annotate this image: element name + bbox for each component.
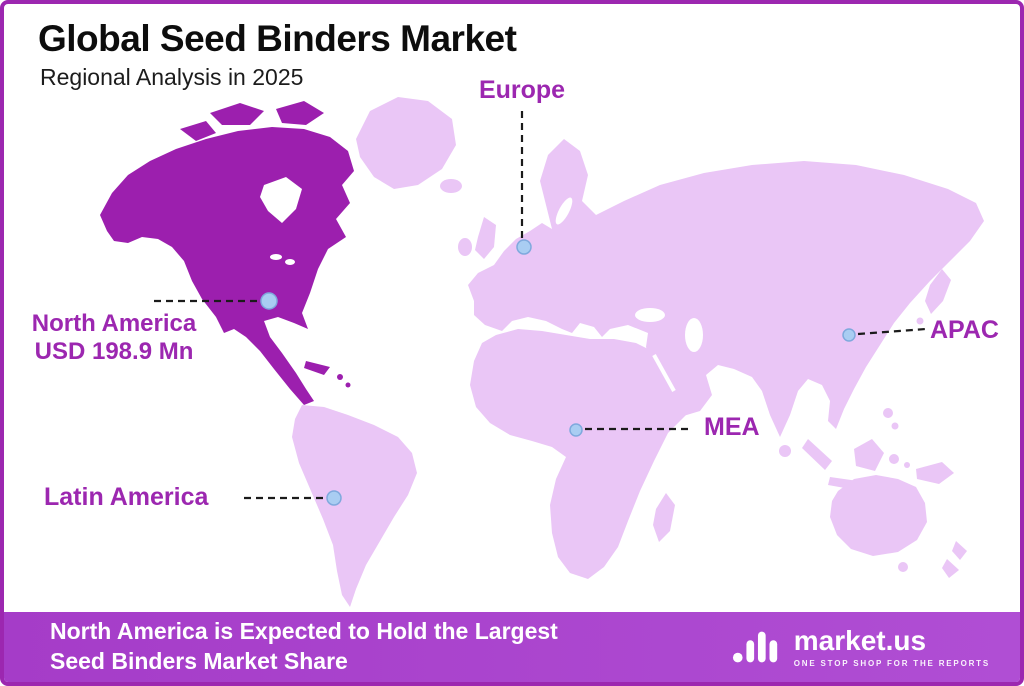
latin-america-label: Latin America (44, 483, 209, 511)
sri-lanka-shape (779, 445, 791, 457)
footer-message-line1: North America is Expected to Hold the La… (50, 618, 558, 645)
europe-marker (516, 239, 532, 255)
page-subtitle: Regional Analysis in 2025 (40, 64, 304, 90)
sumatra-shape (802, 439, 832, 470)
brand-name: market.us (793, 624, 927, 656)
black-sea-water (635, 308, 665, 322)
north-america-label: North America (31, 310, 197, 337)
europe-label: Europe (478, 76, 566, 104)
arctic-islands-shape (180, 101, 324, 141)
great-lakes-water (270, 254, 295, 265)
japan-shape (916, 269, 951, 325)
header: Global Seed Binders Market Regional Anal… (38, 18, 517, 91)
page-title: Global Seed Binders Market (38, 18, 517, 59)
sulawesi-shape (889, 454, 899, 464)
apac-label: APAC (930, 316, 999, 344)
red-sea-water (652, 354, 676, 392)
brand-tagline: ONE STOP SHOP FOR THE REPORTS (793, 658, 990, 668)
borneo-shape (854, 439, 884, 471)
new-guinea-shape (916, 462, 954, 484)
market-us-logo-text-block: market.us ONE STOP SHOP FOR THE REPORTS (793, 624, 990, 668)
caspian-sea-water (685, 318, 703, 352)
footer-message-line2: Seed Binders Market Share (50, 648, 348, 674)
baltic-sea-water (555, 197, 573, 225)
tasmania-shape (898, 562, 908, 572)
eurasia-shape (468, 139, 984, 437)
caribbean-islands-shape (304, 361, 351, 388)
hudson-bay-water (260, 177, 302, 223)
market-us-logo: market.us ONE STOP SHOP FOR THE REPORTS (732, 624, 990, 668)
philippines-shape (883, 408, 893, 418)
mea-label: MEA (704, 413, 760, 441)
greenland-shape (356, 97, 456, 189)
south-america-shape (292, 405, 417, 607)
uk-shape (475, 217, 496, 259)
north-america-value: USD 198.9 Mn (34, 337, 194, 365)
mea-marker (569, 423, 583, 437)
southeast-asia-islands-shape (802, 408, 954, 490)
north-america-marker (260, 292, 278, 310)
ireland-shape (458, 238, 472, 256)
iceland-shape (440, 179, 462, 193)
africa-shape (470, 329, 698, 579)
moluccas-shape (904, 462, 910, 468)
apac-marker (842, 328, 856, 342)
madagascar-shape (653, 493, 675, 542)
footer-banner: North America is Expected to Hold the La… (4, 612, 1020, 682)
new-zealand-shape (942, 541, 967, 578)
philippines-south-shape (891, 422, 899, 430)
north-america-label-block: North America USD 198.9 Mn (12, 310, 216, 365)
australia-shape (830, 475, 927, 556)
world-map (100, 97, 984, 607)
footer-message: North America is Expected to Hold the La… (50, 617, 558, 677)
market-us-logo-icon (732, 631, 777, 663)
latin-america-marker (326, 490, 342, 506)
